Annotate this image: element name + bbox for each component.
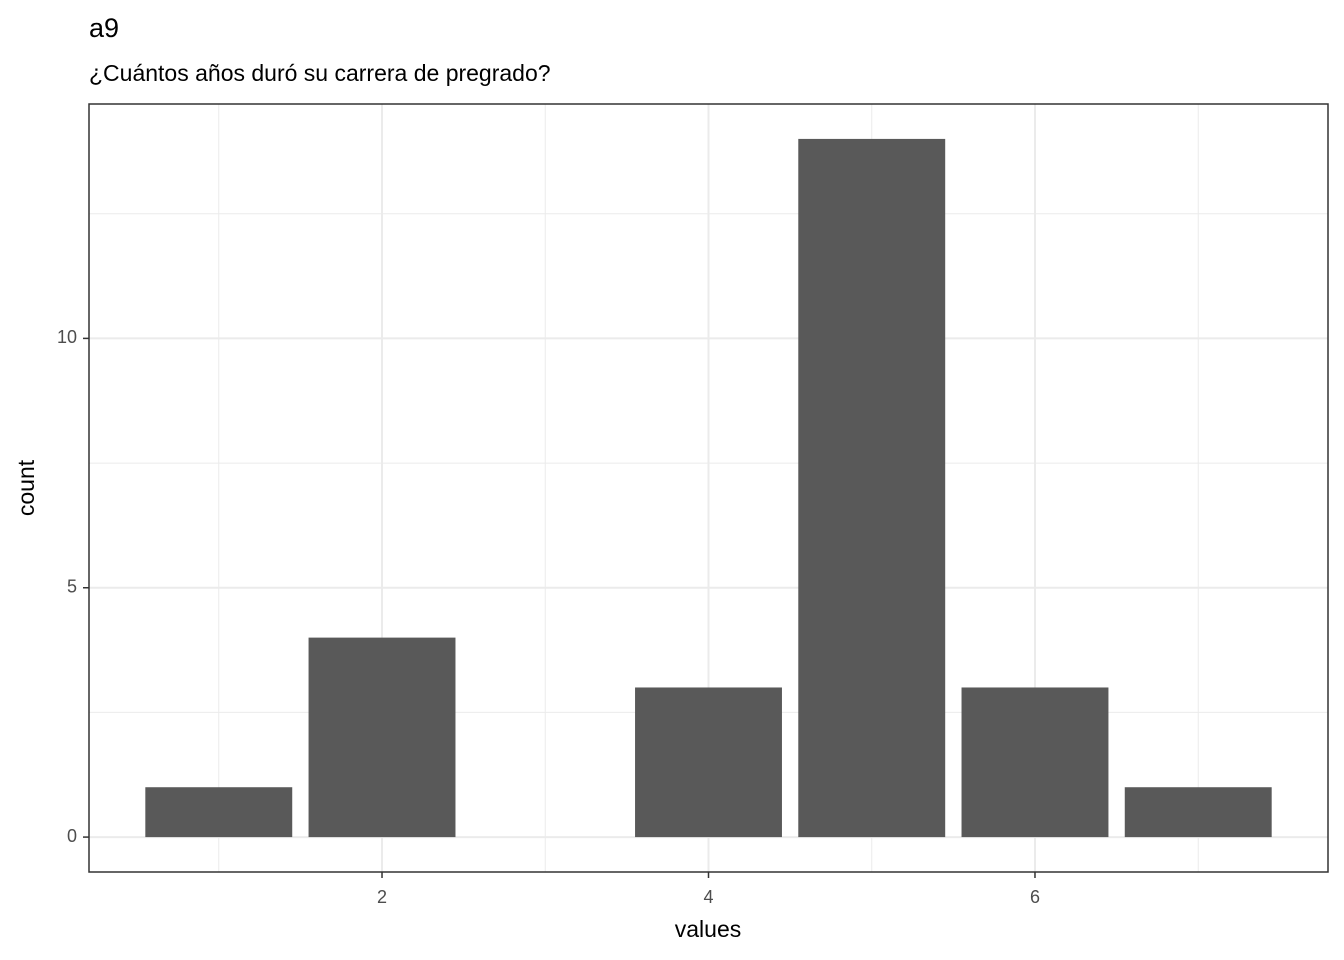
- y-tick-label: 10: [57, 327, 77, 347]
- x-tick-label: 4: [703, 887, 713, 907]
- chart-subtitle: ¿Cuántos años duró su carrera de pregrad…: [89, 60, 551, 86]
- bar: [798, 138, 946, 838]
- bar: [635, 687, 782, 838]
- y-tick-label: 5: [67, 576, 77, 596]
- bar: [961, 687, 1109, 838]
- panel-border: [88, 103, 1329, 873]
- chart-title: a9: [89, 13, 119, 43]
- y-axis-label: count: [13, 459, 39, 516]
- x-tick-label: 2: [377, 887, 387, 907]
- bar: [145, 787, 293, 838]
- bar: [308, 637, 456, 838]
- y-tick-label: 0: [67, 826, 77, 846]
- bar: [1124, 787, 1272, 838]
- x-axis-label: values: [675, 916, 741, 942]
- x-tick-label: 6: [1030, 887, 1040, 907]
